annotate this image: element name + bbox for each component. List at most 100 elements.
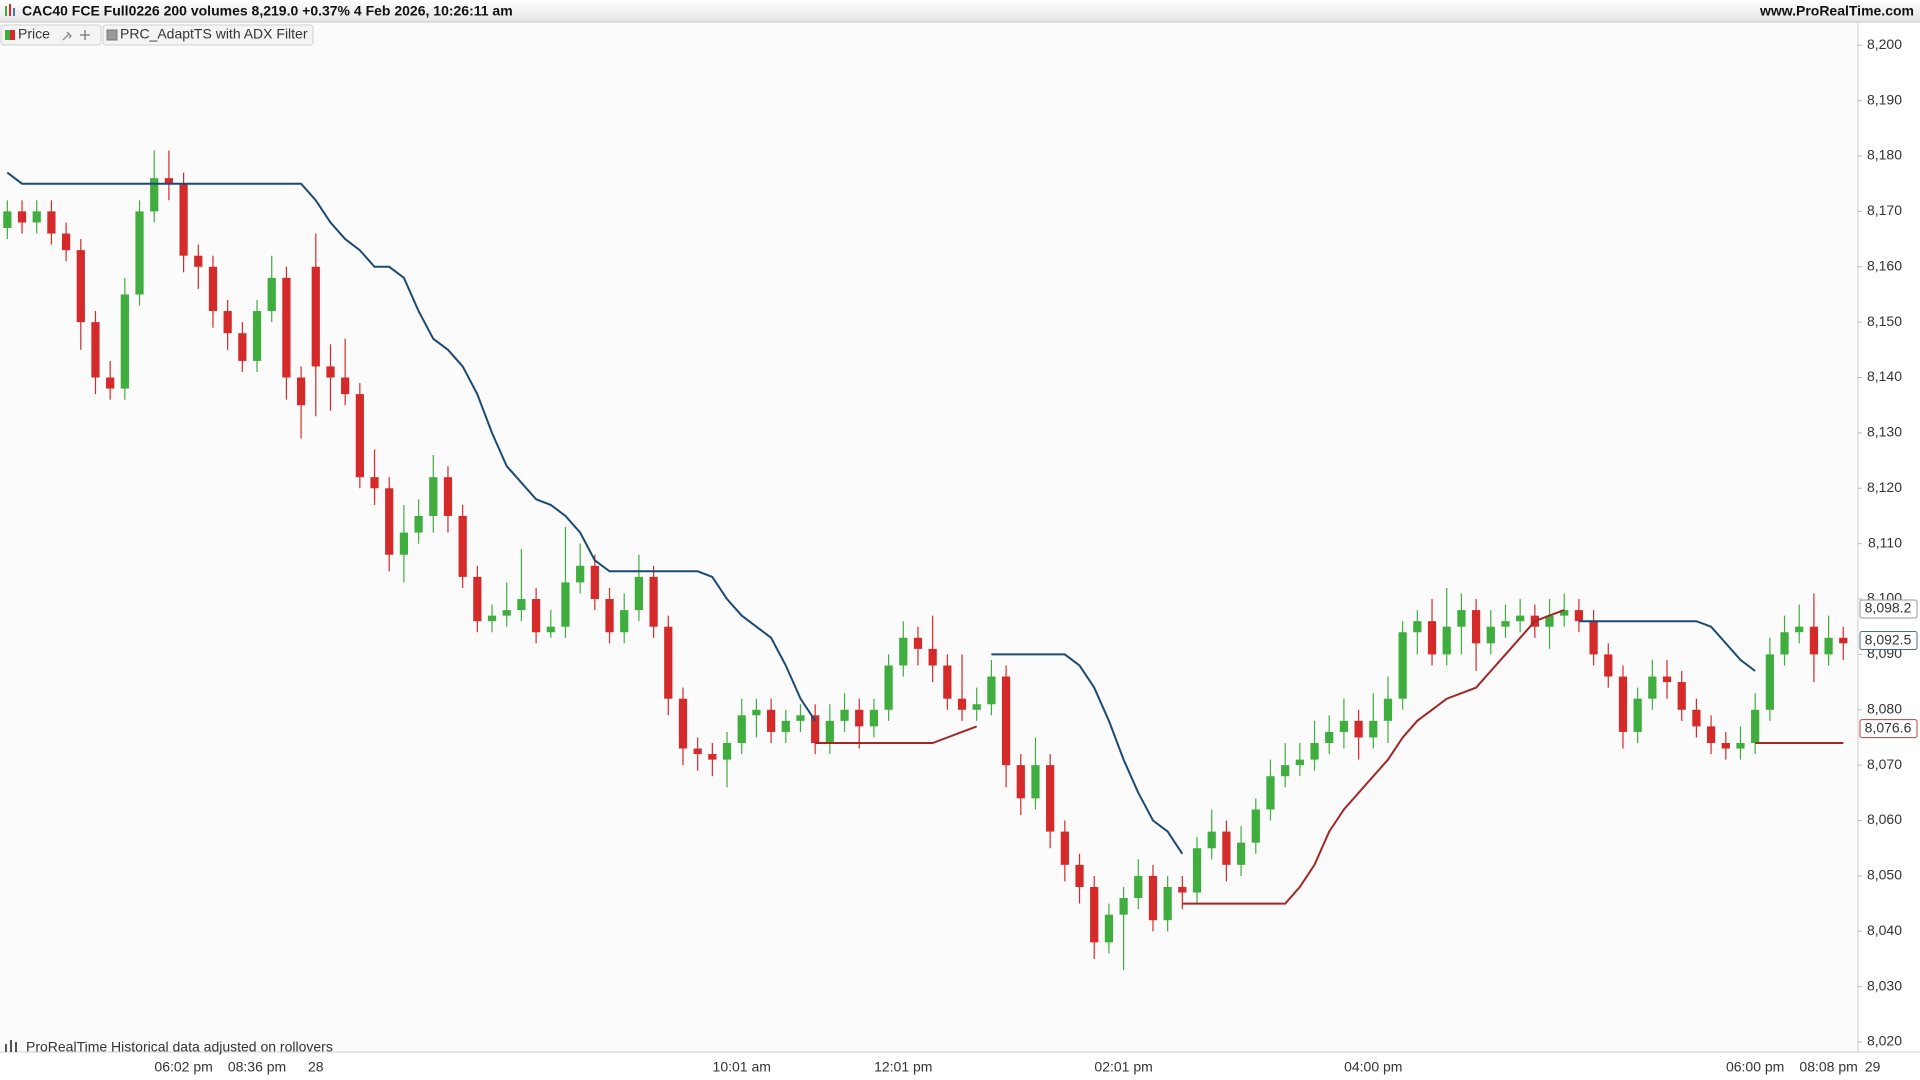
candle-body	[76, 250, 85, 323]
x-tick-label: 06:00 pm	[1726, 1059, 1784, 1075]
candle-body	[223, 311, 232, 334]
candle-body	[1824, 637, 1833, 655]
candle-body	[458, 515, 467, 577]
candle-body	[502, 610, 511, 616]
candle-body	[1809, 626, 1819, 655]
candle-body	[546, 626, 555, 633]
y-tick-label: 8,030	[1867, 977, 1902, 993]
candle-body	[796, 715, 805, 721]
x-tick-label: 06:02 pm	[154, 1059, 212, 1075]
candle-body	[737, 715, 746, 743]
candle-body	[1310, 743, 1319, 760]
candle-body	[1795, 626, 1804, 633]
legend-indicator[interactable]	[102, 24, 314, 46]
legend-price[interactable]	[0, 24, 102, 46]
candle-body	[179, 183, 188, 256]
candle-body	[957, 698, 967, 710]
x-tick-label: 10:01 am	[713, 1059, 771, 1075]
candle-body	[1266, 776, 1275, 810]
candle-body	[1839, 637, 1848, 644]
candle-body	[1398, 632, 1407, 699]
candle-body	[1516, 615, 1525, 622]
candle-body	[326, 366, 335, 378]
footnote: ProRealTime Historical data adjusted on …	[26, 1039, 333, 1055]
candle-body	[1604, 654, 1613, 677]
candle-body	[1325, 731, 1334, 743]
candle-body	[1765, 654, 1774, 710]
indicator-line	[815, 609, 1844, 905]
y-tick-label: 8,080	[1867, 700, 1902, 716]
candle-body	[517, 599, 526, 611]
y-tick-label: 8,070	[1867, 756, 1902, 772]
x-tick-label: 08:08 pm	[1799, 1059, 1857, 1075]
candle-body	[1354, 720, 1363, 738]
candle-body	[590, 565, 599, 600]
candle-body	[634, 576, 644, 611]
candle-body	[429, 477, 438, 516]
candle-body	[1692, 709, 1701, 727]
candle-body	[91, 322, 100, 378]
candle-body	[208, 266, 218, 312]
candle-body	[1251, 809, 1260, 843]
candle-body	[869, 709, 879, 727]
candle-body	[972, 704, 981, 710]
x-tick-label: 29	[1865, 1059, 1881, 1075]
candle-body	[1119, 898, 1128, 915]
candle-body	[473, 576, 482, 622]
y-tick-label: 8,130	[1867, 424, 1902, 440]
x-tick-label: 28	[308, 1059, 324, 1075]
site-link[interactable]: www.ProRealTime.com	[1759, 3, 1914, 19]
y-tick-label: 8,040	[1867, 922, 1902, 938]
candle-body	[1383, 698, 1393, 721]
candle-body	[1457, 610, 1466, 627]
candle-body	[781, 720, 790, 732]
candle-body	[1751, 709, 1760, 743]
candle-body	[1442, 626, 1451, 655]
candle-body	[1545, 615, 1554, 627]
candle-body	[561, 582, 570, 627]
y-tick-label: 8,150	[1867, 313, 1902, 329]
y-tick-label: 8,140	[1867, 368, 1902, 384]
price-label: 8,076.6	[1865, 719, 1912, 735]
candle-body	[1207, 831, 1216, 849]
candle-body	[1574, 610, 1584, 622]
indicator-line	[6, 171, 1756, 855]
y-tick-label: 8,170	[1867, 202, 1902, 218]
y-tick-label: 8,160	[1867, 257, 1902, 273]
x-tick-label: 04:00 pm	[1344, 1059, 1402, 1075]
candle-body	[106, 377, 115, 389]
candle-body	[987, 676, 996, 705]
candle-body	[399, 532, 409, 555]
header-bar	[0, 0, 1920, 22]
x-tick-label: 02:01 pm	[1094, 1059, 1152, 1075]
candle-body	[840, 709, 849, 721]
candle-body	[1016, 765, 1025, 799]
candle-body	[899, 637, 908, 666]
y-tick-label: 8,020	[1867, 1033, 1902, 1049]
candle-body	[1618, 676, 1628, 732]
candle-body	[1589, 621, 1598, 655]
candle-body	[928, 648, 937, 666]
candle-body	[1192, 848, 1202, 893]
candle-body	[296, 377, 306, 406]
candles	[3, 150, 1848, 971]
candle-body	[811, 715, 820, 743]
candle-body	[1104, 914, 1114, 943]
candle-body	[620, 610, 629, 633]
candle-body	[531, 599, 541, 633]
candle-body	[135, 211, 144, 295]
candle-body	[1471, 610, 1481, 644]
candle-body	[282, 277, 291, 378]
candle-body	[1369, 720, 1378, 738]
price-label: 8,092.5	[1865, 631, 1912, 647]
candle-body	[267, 277, 276, 312]
candle-body	[370, 477, 379, 489]
candle-body	[605, 599, 614, 633]
candle-body	[576, 565, 585, 583]
candle-body	[1780, 632, 1789, 655]
candle-body	[385, 488, 394, 555]
candle-body	[1001, 676, 1011, 766]
candle-body	[3, 211, 12, 228]
